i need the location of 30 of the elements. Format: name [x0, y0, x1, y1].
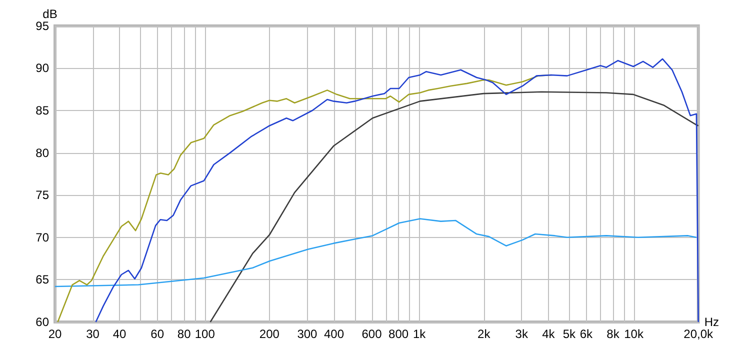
x-axis-title: Hz — [704, 315, 720, 329]
y-tick-label: 75 — [36, 188, 50, 202]
y-tick-label: 60 — [36, 315, 50, 329]
x-tick-label: 20 — [48, 327, 62, 341]
y-tick-label: 95 — [36, 18, 50, 33]
x-tick-label: 200 — [259, 327, 280, 341]
x-tick-label: 800 — [388, 327, 409, 341]
x-tick-label: 400 — [324, 327, 344, 341]
y-tick-label: 80 — [36, 146, 50, 160]
y-tick-label: 85 — [36, 104, 50, 118]
x-tick-label: 30 — [86, 327, 100, 341]
x-tick-label: 4k — [542, 327, 556, 341]
x-tick-label: 80 — [177, 327, 192, 341]
x-tick-label: 5k — [562, 327, 577, 341]
x-tick-label: 20,0k — [684, 327, 714, 341]
x-tick-label: 10k — [624, 327, 644, 341]
x-tick-label: 2k — [478, 327, 492, 341]
x-tick-label: 8k — [606, 327, 620, 341]
x-tick-label: 100 — [194, 327, 216, 341]
y-tick-label: 90 — [36, 61, 50, 76]
x-tick-label: 300 — [297, 327, 318, 341]
y-tick-label: 65 — [36, 272, 50, 287]
x-tick-label: 600 — [362, 327, 382, 341]
x-tick-label: 40 — [112, 327, 127, 341]
x-tick-label: 60 — [150, 327, 164, 341]
y-tick-label: 70 — [36, 230, 50, 244]
y-axis-title: dB — [42, 7, 58, 21]
x-tick-label: 1k — [412, 327, 427, 341]
x-tick-label: 6k — [580, 327, 594, 341]
x-tick-label: 3k — [515, 327, 529, 341]
